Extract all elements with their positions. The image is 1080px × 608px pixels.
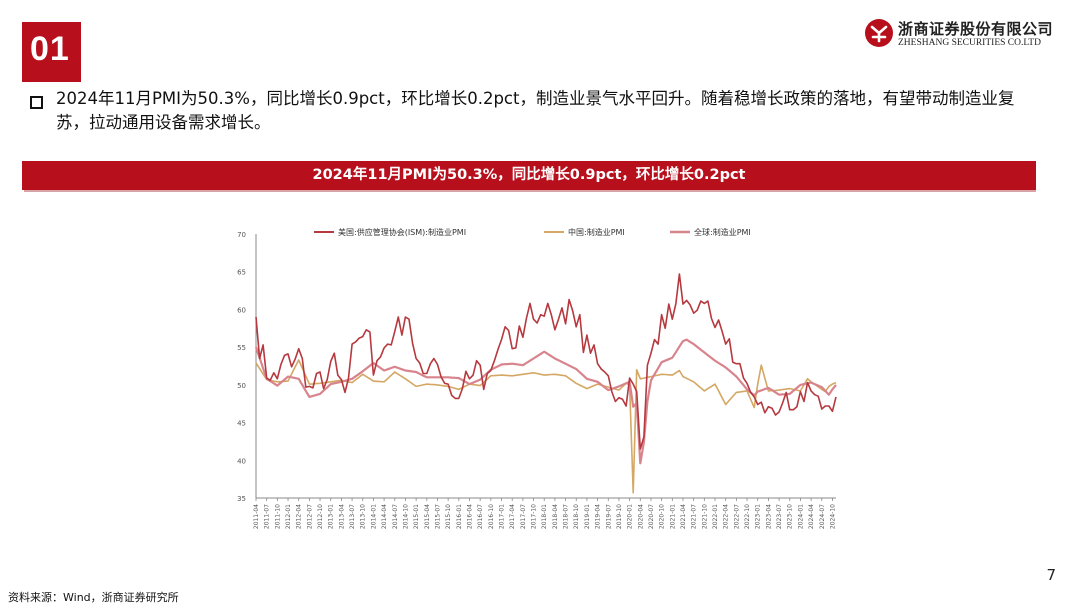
- x-tick-label: 2020-04: [637, 504, 644, 529]
- x-tick-label: 2013-01: [328, 504, 335, 529]
- x-tick-label: 2011-04: [253, 504, 260, 529]
- x-tick-label: 2024-07: [819, 504, 826, 529]
- x-tick-label: 2023-04: [765, 504, 772, 529]
- legend-label: 全球:制造业PMI: [694, 227, 751, 237]
- x-tick-label: 2023-01: [755, 504, 762, 529]
- x-tick-label: 2016-01: [456, 504, 463, 529]
- x-tick-label: 2024-01: [797, 504, 804, 529]
- x-tick-label: 2014-04: [381, 504, 388, 529]
- x-tick-label: 2023-07: [776, 504, 783, 529]
- x-tick-label: 2013-07: [349, 504, 356, 529]
- x-tick-label: 2014-10: [402, 504, 409, 529]
- y-tick-label: 50: [237, 382, 246, 390]
- x-tick-label: 2016-04: [466, 504, 473, 529]
- x-tick-label: 2012-01: [285, 504, 292, 529]
- x-tick-label: 2015-10: [445, 504, 452, 529]
- company-logo: 浙商证券股份有限公司 ZHESHANG SECURITIES CO.LTD: [864, 16, 1064, 56]
- x-tick-label: 2017-01: [499, 504, 506, 529]
- x-tick-label: 2024-04: [808, 504, 815, 529]
- series-line-0: [255, 273, 837, 450]
- y-tick-label: 65: [237, 269, 246, 277]
- x-tick-label: 2022-10: [744, 504, 751, 529]
- x-tick-label: 2013-10: [360, 504, 367, 529]
- x-tick-label: 2019-10: [616, 504, 623, 529]
- series-line-2: [254, 338, 837, 465]
- zheshang-logo-icon: [865, 19, 893, 47]
- x-tick-label: 2018-10: [573, 504, 580, 529]
- x-tick-label: 2011-10: [274, 504, 281, 529]
- x-tick-label: 2017-07: [520, 504, 527, 529]
- series-line-1: [255, 359, 837, 494]
- x-tick-label: 2018-04: [552, 504, 559, 529]
- legend-label: 中国:制造业PMI: [568, 227, 625, 237]
- x-tick-label: 2019-07: [605, 504, 612, 529]
- legend-label: 美国:供应管理协会(ISM):制造业PMI: [338, 227, 466, 237]
- x-tick-label: 2017-10: [531, 504, 538, 529]
- summary-text: 2024年11月PMI为50.3%，同比增长0.9pct，环比增长0.2pct，…: [56, 89, 1015, 132]
- x-tick-label: 2013-04: [338, 504, 345, 529]
- x-tick-label: 2012-04: [296, 504, 303, 529]
- x-tick-label: 2015-07: [434, 504, 441, 529]
- chart-legend: 美国:供应管理协会(ISM):制造业PMI 中国:制造业PMI 全球:制造业PMI: [314, 227, 751, 237]
- x-tick-label: 2018-01: [541, 504, 548, 529]
- x-tick-label: 2012-10: [317, 504, 324, 529]
- y-tick-label: 35: [237, 495, 246, 503]
- chart-title-banner: 2024年11月PMI为50.3%，同比增长0.9pct，环比增长0.2pct: [22, 161, 1036, 190]
- y-tick-label: 60: [237, 306, 246, 314]
- x-tick-label: 2022-04: [723, 504, 730, 529]
- x-tick-label: 2020-10: [659, 504, 666, 529]
- x-tick-label: 2020-01: [627, 504, 634, 529]
- x-tick-label: 2014-01: [370, 504, 377, 529]
- y-tick-label: 40: [237, 457, 246, 465]
- banner-shadow: [24, 190, 1036, 192]
- y-tick-label: 45: [237, 420, 246, 428]
- logo-en-name: ZHESHANG SECURITIES CO.LTD: [898, 38, 1041, 48]
- x-tick-label: 2018-07: [563, 504, 570, 529]
- x-tick-label: 2011-07: [264, 504, 271, 529]
- chart-axes: 35 40 45 50 55 60 65 70 2011-04 2011-07 2011-10 201…: [237, 231, 836, 529]
- x-tick-label: 2021-01: [669, 504, 676, 529]
- pmi-line-chart: 美国:供应管理协会(ISM):制造业PMI 中国:制造业PMI 全球:制造业PMI …: [237, 227, 837, 529]
- x-tick-label: 2017-04: [509, 504, 516, 529]
- section-number-badge: 01: [22, 22, 81, 82]
- x-tick-label: 2021-10: [701, 504, 708, 529]
- x-tick-label: 2019-01: [584, 504, 591, 529]
- section-number: 01: [30, 30, 70, 68]
- x-tick-label: 2014-07: [392, 504, 399, 529]
- chart-series: [254, 273, 837, 494]
- x-tick-label: 2019-04: [595, 504, 602, 529]
- x-tick-label: 2012-07: [306, 504, 313, 529]
- x-tick-label: 2015-04: [424, 504, 431, 529]
- y-tick-label: 55: [237, 344, 246, 352]
- bullet-square-icon: [30, 96, 43, 109]
- x-tick-label: 2020-07: [648, 504, 655, 529]
- page-number: 7: [1046, 566, 1056, 584]
- x-tick-label: 2021-04: [680, 504, 687, 529]
- logo-cn-name: 浙商证券股份有限公司: [898, 20, 1054, 38]
- x-tick-label: 2015-01: [413, 504, 420, 529]
- x-tick-label: 2021-07: [691, 504, 698, 529]
- x-tick-label: 2022-07: [733, 504, 740, 529]
- x-tick-label: 2023-10: [787, 504, 794, 529]
- x-tick-label: 2016-10: [488, 504, 495, 529]
- x-tick-label: 2024-10: [829, 504, 836, 529]
- x-tick-label: 2022-01: [712, 504, 719, 529]
- source-note: 资料来源：Wind，浙商证券研究所: [8, 591, 179, 604]
- x-tick-label: 2016-07: [477, 504, 484, 529]
- y-tick-label: 70: [237, 231, 246, 239]
